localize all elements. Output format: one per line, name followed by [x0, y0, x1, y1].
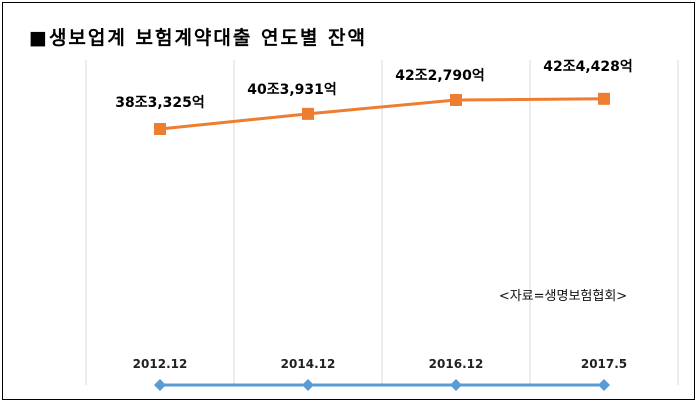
axis-marker [450, 379, 462, 391]
axis-marker [154, 379, 166, 391]
data-point [450, 94, 462, 106]
source-note: <자료=생명보험협회> [499, 289, 627, 304]
tick-label: 2017.5 [581, 357, 627, 371]
axis-marker [302, 379, 314, 391]
tick-label: 2014.12 [281, 357, 336, 371]
category-axis: 2012.12 2014.12 2016.12 2017.5 [133, 357, 627, 391]
data-point [154, 123, 166, 135]
series-layer: 38조3,325억 40조3,931억 42조2,790억 42조4,428억 [115, 59, 633, 135]
tick-label: 2016.12 [429, 357, 484, 371]
chart-frame: ■생보업계 보험계약대출 연도별 잔액 [2, 2, 695, 400]
data-label: 42조2,790억 [395, 68, 485, 84]
data-label: 40조3,931억 [247, 82, 337, 98]
data-label: 42조4,428억 [543, 59, 633, 75]
data-point [598, 92, 610, 105]
chart-title: ■생보업계 보험계약대출 연도별 잔액 [29, 27, 367, 49]
gridlines [85, 60, 679, 385]
series-line [159, 97, 605, 131]
tick-label: 2012.12 [133, 357, 188, 371]
data-label: 38조3,325억 [115, 95, 205, 111]
data-point [302, 107, 314, 120]
axis-marker [598, 379, 610, 391]
